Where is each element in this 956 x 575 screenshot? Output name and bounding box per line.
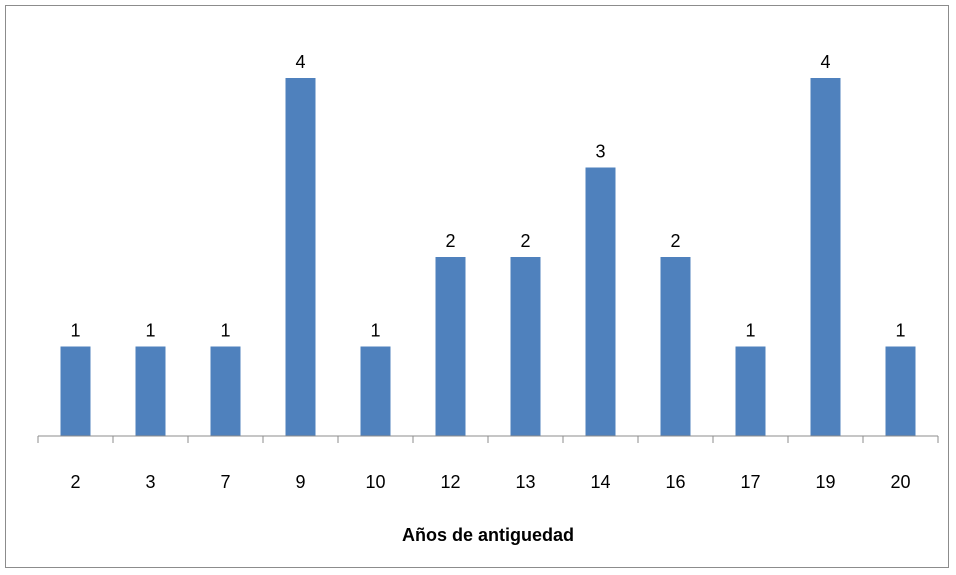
x-tick-label-13: 13 [515, 472, 535, 492]
x-tick-label-9: 9 [295, 472, 305, 492]
bar-7 [210, 346, 241, 436]
x-tick-label-3: 3 [145, 472, 155, 492]
data-label-20: 1 [895, 321, 905, 341]
data-label-10: 1 [370, 321, 380, 341]
bar-12 [435, 257, 466, 436]
bar-13 [510, 257, 541, 436]
bar-14 [585, 167, 616, 436]
bar-3 [135, 346, 166, 436]
data-label-14: 3 [595, 142, 605, 162]
x-axis [37, 435, 939, 443]
bar-17 [735, 346, 766, 436]
data-label-9: 4 [295, 52, 305, 72]
data-label-12: 2 [445, 231, 455, 251]
data-label-13: 2 [520, 231, 530, 251]
x-tick-label-2: 2 [70, 472, 80, 492]
bar-9 [285, 78, 316, 436]
bar-16 [660, 257, 691, 436]
data-labels-group: 1 1 1 4 1 2 2 3 2 1 4 1 [70, 52, 905, 341]
x-tick-label-14: 14 [590, 472, 610, 492]
x-tick-label-17: 17 [740, 472, 760, 492]
chart-frame [5, 5, 949, 568]
x-tick-label-12: 12 [440, 472, 460, 492]
data-label-3: 1 [145, 321, 155, 341]
data-label-2: 1 [70, 321, 80, 341]
data-label-7: 1 [220, 321, 230, 341]
bar-2 [60, 346, 91, 436]
bar-10 [360, 346, 391, 436]
bar-20 [885, 346, 916, 436]
x-tick-label-7: 7 [220, 472, 230, 492]
data-label-17: 1 [745, 321, 755, 341]
x-tick-label-20: 20 [890, 472, 910, 492]
x-tick-label-10: 10 [365, 472, 385, 492]
x-tick-label-16: 16 [665, 472, 685, 492]
data-label-16: 2 [670, 231, 680, 251]
x-axis-title: Años de antiguedad [402, 525, 574, 545]
bars-group [60, 78, 916, 436]
data-label-19: 4 [820, 52, 830, 72]
x-tick-labels-group: 2 3 7 9 10 12 13 14 16 17 19 20 [70, 472, 910, 492]
x-tick-label-19: 19 [815, 472, 835, 492]
bar-19 [810, 78, 841, 436]
